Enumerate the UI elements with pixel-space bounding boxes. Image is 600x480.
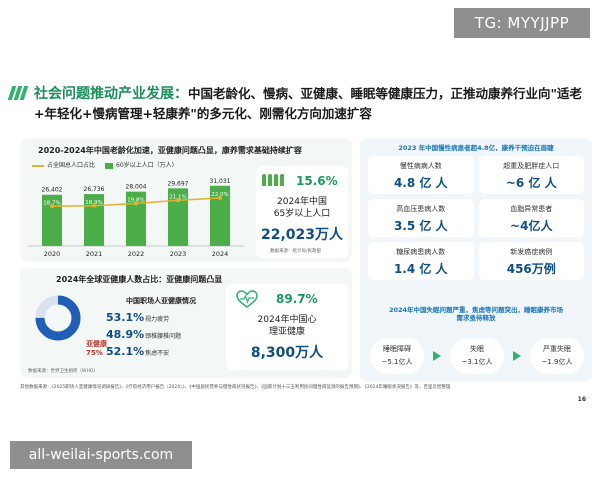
headline-lead: 社会问题推动产业发展： xyxy=(34,86,188,102)
bar-2024 xyxy=(210,185,230,246)
workplace-title: 中国职场人亚健康情况 xyxy=(126,297,196,305)
donut-pct: 75% xyxy=(86,349,103,357)
share-label: 21.1% xyxy=(169,194,186,200)
aging-stat-big: 22,023万人 xyxy=(260,227,344,243)
title-bar-icon xyxy=(7,86,29,100)
bar-value-label: 26,736 xyxy=(84,186,105,193)
arrow-right-icon xyxy=(513,351,521,361)
donut-arc xyxy=(35,295,81,341)
chronic-heading: 2023 年中国慢性病患者超4.8亿，康养干预迫在眉睫 xyxy=(398,144,554,152)
chronic-cell: 超重及肥胖症人口 ~6 亿 人 xyxy=(478,156,584,194)
mental-stat-label-2: 理亚健康 xyxy=(268,327,305,337)
share-point xyxy=(50,204,54,209)
mental-stat-box: 89.7% 2024年中国心 理亚健康 8,300万人 xyxy=(226,284,348,370)
sleep-item: 失眠 ~3.1亿人 xyxy=(450,338,504,374)
chronic-cell: 糖尿病患病人数 1.4 亿 人 xyxy=(368,242,474,280)
people-icon xyxy=(262,174,284,186)
mental-stat-label-1: 2024年中国心 xyxy=(257,315,317,325)
legend-bar-item: 60岁以上人口（万人） xyxy=(105,160,178,169)
headline: 社会问题推动产业发展：中国老龄化、慢病、亚健康、睡眠等健康压力，正推动康养行业向… xyxy=(34,84,594,123)
sleep-row: 睡眠障碍 ~5.1亿人 失眠 ~3.1亿人 严重失眠 ~1.9亿人 xyxy=(370,338,584,374)
x-tick-label: 2020 xyxy=(44,250,61,258)
subhealth-source: 数据来源：世界卫生组织（WHO） xyxy=(28,369,98,374)
x-tick-label: 2023 xyxy=(170,250,187,258)
workplace-row: 53.1%视力疲劳 xyxy=(106,311,170,324)
bar-2020 xyxy=(42,194,62,246)
aging-card: 2020-2024年中国老龄化加速，亚健康问题凸显，康养需求基础持续扩容 占全国… xyxy=(20,138,352,262)
aging-stat-box: 15.6% 2024年中国 65岁以上人口 22,023万人 数据来源：统计局/… xyxy=(256,166,348,258)
headline-body: 中国老龄化、慢病、亚健康、睡眠等健康压力，正推动康养行业向"适老+年轻化+慢病管… xyxy=(34,86,583,121)
share-label: 22.0% xyxy=(211,192,228,198)
subhealth-card-title: 2024年全球亚健康人数占比：亚健康问题凸显 xyxy=(56,275,223,284)
watermark-tg: TG: MYYJJPP xyxy=(454,8,590,38)
aging-stat-label-1: 2024年中国 xyxy=(277,197,327,207)
chronic-cell: 高血压患病人数 3.5 亿 人 xyxy=(368,199,474,237)
mental-stat-big: 8,300万人 xyxy=(250,345,324,361)
workplace-row: 48.9%颈椎腰椎问题 xyxy=(106,328,182,341)
chronic-card: 2023 年中国慢性病患者超4.8亿，康养干预迫在眉睫 慢性病病人数 4.8 亿 … xyxy=(360,138,592,382)
sleep-heading-1: 2024年中国失眠问题严重，焦虑等问题突出，睡眠康养市场 xyxy=(388,306,564,314)
chronic-cell: 血脂异常患者 ~4亿人 xyxy=(478,199,584,237)
share-label: 18.9% xyxy=(85,200,102,206)
bar-2022 xyxy=(126,191,146,246)
chronic-cell: 新发癌症病例 456万例 xyxy=(478,242,584,280)
share-point xyxy=(218,196,222,200)
aging-stat-pct: 15.6% xyxy=(296,174,338,188)
chart-legend: 占全国总人口占比 60岁以上人口（万人） xyxy=(32,160,178,169)
bar-2023 xyxy=(168,188,188,246)
footer-sources: 其他数据来源：《2025职场人亚健康情况调研报告》、《疗愈经济用户报告（2024… xyxy=(20,385,451,390)
aging-bar-chart: 26,402 2020 26,736 2021 28,004 2022 29,697 2023… xyxy=(28,178,244,258)
x-tick-label: 2022 xyxy=(128,250,145,258)
slide: 社会问题推动产业发展：中国老龄化、慢病、亚健康、睡眠等健康压力，正推动康养行业向… xyxy=(0,72,600,410)
x-tick-label: 2021 xyxy=(86,250,103,258)
chronic-grid: 慢性病病人数 4.8 亿 人 超重及肥胖症人口 ~6 亿 人 高血压患病人数 3.5 … xyxy=(368,156,584,280)
share-label: 19.8% xyxy=(127,198,144,204)
heart-pulse-icon xyxy=(236,290,258,308)
donut-caption: 亚健康 75% xyxy=(86,340,107,358)
legend-line-item: 占全国总人口占比 xyxy=(32,160,95,169)
share-label: 18.7% xyxy=(43,200,60,206)
x-tick-label: 2024 xyxy=(212,250,229,258)
chronic-cell: 慢性病病人数 4.8 亿 人 xyxy=(368,156,474,194)
watermark-site: all-weilai-sports.com xyxy=(10,441,192,469)
aging-card-title: 2020-2024年中国老龄化加速，亚健康问题凸显，康养需求基础持续扩容 xyxy=(38,146,302,155)
aging-source: 数据来源：统计局/民政部 xyxy=(270,249,322,254)
workplace-column: 中国职场人亚健康情况 53.1%视力疲劳 48.9%颈椎腰椎问题 52.1%焦虑… xyxy=(106,296,216,361)
sleep-item: 睡眠障碍 ~5.1亿人 xyxy=(370,338,424,374)
bar-value-label: 26,402 xyxy=(42,187,63,194)
aging-stat-label-2: 65岁以上人口 xyxy=(273,209,331,219)
share-point xyxy=(92,203,96,208)
sleep-item: 严重失眠 ~1.9亿人 xyxy=(530,338,584,374)
sleep-heading-2: 需求亟待释放 xyxy=(456,314,496,322)
bar-value-label: 29,697 xyxy=(168,180,189,187)
mental-stat-pct: 89.7% xyxy=(276,292,318,306)
donut-chart xyxy=(34,294,82,342)
bar-2021 xyxy=(84,194,104,246)
share-point xyxy=(176,198,180,203)
arrow-right-icon xyxy=(433,351,441,361)
bar-value-label: 31,031 xyxy=(210,178,231,185)
bar-value-label: 28,004 xyxy=(126,184,147,191)
share-point xyxy=(134,201,138,206)
subhealth-card: 2024年全球亚健康人数占比：亚健康问题凸显 亚健康 75% 数据来源：世界卫生… xyxy=(20,268,352,378)
workplace-row: 52.1%焦虑不安 xyxy=(106,345,170,358)
page-number: 16 xyxy=(577,396,586,403)
donut-label: 亚健康 xyxy=(86,340,107,348)
